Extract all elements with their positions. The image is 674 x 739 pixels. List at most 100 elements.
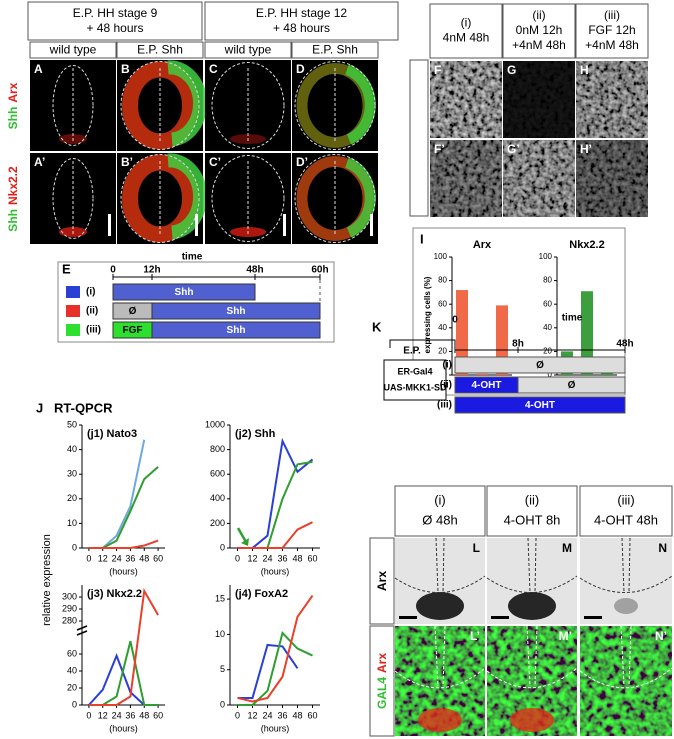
green-signal xyxy=(167,60,208,147)
row-label-part: GAL4 xyxy=(375,677,389,709)
column-header xyxy=(394,485,486,537)
y-tick-label: 10 xyxy=(67,518,77,528)
bar-label: Shh xyxy=(227,325,246,336)
column-header xyxy=(502,3,576,59)
chart-title: Nkx2.2 xyxy=(569,239,604,251)
time-bar xyxy=(517,376,626,394)
scale-bar xyxy=(399,616,417,619)
arx-signal xyxy=(416,592,464,620)
row-header xyxy=(409,59,429,217)
lumen-outline xyxy=(620,625,632,687)
y-tick-label: 100 xyxy=(539,252,553,261)
arrow xyxy=(236,527,248,543)
row-header xyxy=(369,537,395,625)
y-axis-title: expressing cells (%) xyxy=(423,276,432,353)
row-label: Arx xyxy=(375,571,389,591)
column-header xyxy=(291,41,379,59)
x-tick-label: 36 xyxy=(277,710,287,720)
panel-letter: F xyxy=(434,63,441,77)
panel-letter: M xyxy=(562,541,572,555)
ep-label: E.P. xyxy=(403,346,421,357)
group-title: E.P. HH stage 12 xyxy=(256,6,347,20)
y-tick-label: 600 xyxy=(210,469,225,479)
bar-label: FGF xyxy=(123,325,143,336)
legend-swatch xyxy=(66,286,80,298)
scale-bar xyxy=(283,214,286,236)
bar-label: 4-OHT xyxy=(472,380,502,391)
panel-letter: E xyxy=(62,261,71,276)
tissue-outline xyxy=(52,65,94,146)
arx-signal xyxy=(614,598,638,614)
bar xyxy=(456,290,468,375)
column-title: wild type xyxy=(224,43,272,57)
x-tick-label: 0 xyxy=(86,710,91,720)
scale-bar xyxy=(195,214,198,236)
time-bar xyxy=(454,396,626,414)
panel-letter: L xyxy=(473,541,480,555)
series-line xyxy=(88,439,146,549)
y-tick-label: 40 xyxy=(543,323,552,332)
column-title: FGF 12h xyxy=(588,23,635,37)
green-signal xyxy=(167,153,208,240)
x-tick-label: 0 xyxy=(235,553,240,563)
y-tick-label: 20 xyxy=(438,347,447,356)
panel-letter: H’ xyxy=(580,142,592,156)
y-tick-label: 20 xyxy=(543,347,552,356)
chart-title: (j1) Nato3 xyxy=(87,428,137,440)
time-tick-label: 0 xyxy=(110,265,116,276)
x-tick-label: 36 xyxy=(125,710,135,720)
scale-bar xyxy=(584,616,602,619)
x-tick-label: 0 xyxy=(235,710,240,720)
header-box xyxy=(27,1,203,41)
y-tick-label: 1000 xyxy=(205,419,225,429)
group-title: + 48 hours xyxy=(273,21,330,35)
column-header xyxy=(575,3,649,59)
y-tick-label: 5 xyxy=(220,664,225,674)
x-tick-label: 12 xyxy=(247,553,257,563)
lumen-outline xyxy=(527,537,537,594)
row-label: (ii) xyxy=(86,306,98,317)
row-label-part: Shh xyxy=(6,107,20,130)
time-tick-label: 8h xyxy=(512,339,524,350)
row-label: Shh Arx xyxy=(6,82,20,129)
time-tick-label: 60h xyxy=(311,265,328,276)
panel-letter: N xyxy=(658,541,667,555)
arx-signal xyxy=(510,708,554,732)
row-label-part: Arx xyxy=(375,571,389,591)
construct-label: ER-Gal4 xyxy=(397,366,432,376)
panel-letter: A’ xyxy=(34,155,45,169)
x-tick-label: 0 xyxy=(86,553,91,563)
column-header xyxy=(579,485,673,537)
x-tick-label: 48 xyxy=(292,553,302,563)
panel-letter: L’ xyxy=(470,629,480,643)
y-tick-label: 100 xyxy=(434,252,448,261)
column-title: wild type xyxy=(49,43,97,57)
column-title: 0nM 12h xyxy=(516,23,563,37)
column-header xyxy=(204,41,292,59)
panel-letter: F’ xyxy=(434,142,445,156)
bar xyxy=(476,373,488,375)
time-tick-label: 48h xyxy=(616,339,633,350)
panel-letter: K xyxy=(372,319,382,334)
green-signal xyxy=(344,64,376,145)
lumen-outline xyxy=(435,537,445,594)
y-tick-label: 300 xyxy=(62,591,77,601)
x-tick-label: 24 xyxy=(262,710,272,720)
x-tick-label: 60 xyxy=(153,710,163,720)
series-line xyxy=(88,652,159,706)
group-title: E.P. HH stage 9 xyxy=(73,6,158,20)
row-label: (iii) xyxy=(86,325,101,336)
x-axis-title: (hours) xyxy=(261,723,290,733)
group-title: + 48 hours xyxy=(86,21,143,35)
y-tick-label: 40 xyxy=(438,323,447,332)
x-tick-label: 60 xyxy=(153,553,163,563)
y-tick-label: 15 xyxy=(215,593,225,603)
x-tick-label: 24 xyxy=(112,553,122,563)
x-tick-label: 24 xyxy=(262,553,272,563)
column-title: (i) xyxy=(434,492,446,507)
x-tick-label: 48 xyxy=(292,710,302,720)
y-tick-label: 0 xyxy=(220,542,225,552)
tissue-outline xyxy=(120,154,200,243)
x-tick-label: 60 xyxy=(307,553,317,563)
